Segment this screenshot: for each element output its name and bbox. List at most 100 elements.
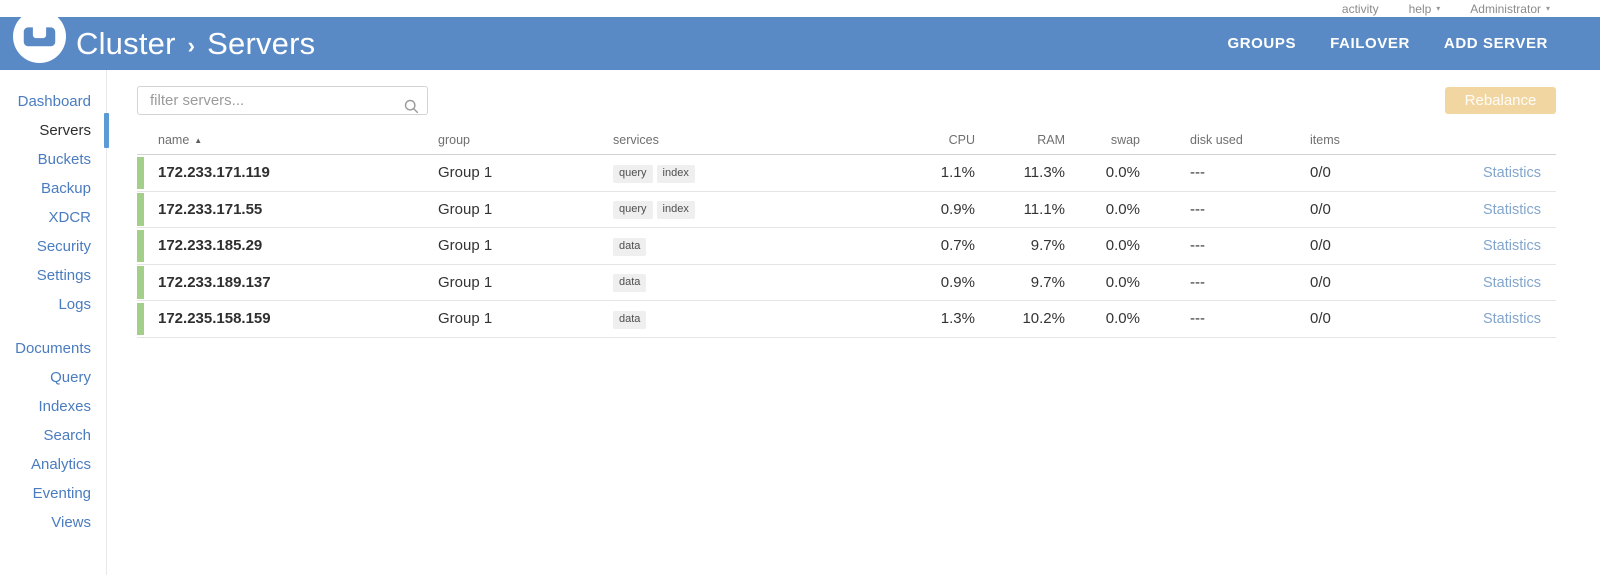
column-header-name[interactable]: name ▲ bbox=[158, 133, 438, 147]
server-swap: 0.0% bbox=[1105, 237, 1140, 255]
column-header-group[interactable]: group bbox=[438, 132, 470, 147]
server-stats-cell: Statistics bbox=[1330, 310, 1556, 327]
statistics-link[interactable]: Statistics bbox=[1482, 238, 1541, 255]
sidebar-item-security[interactable]: Security bbox=[36, 238, 91, 255]
healthy-status-icon bbox=[137, 266, 144, 299]
chevron-down-icon: ▾ bbox=[1436, 3, 1441, 13]
breadcrumb-current: Servers bbox=[207, 25, 316, 61]
server-ram: 11.1% bbox=[1023, 200, 1065, 218]
server-cpu: 0.9% bbox=[940, 273, 975, 291]
server-cpu: 1.1% bbox=[940, 164, 975, 182]
filter-field-wrap bbox=[137, 86, 428, 115]
column-header-swap[interactable]: swap bbox=[1110, 132, 1140, 147]
server-items: 0/0 bbox=[1310, 273, 1331, 291]
column-header-ram[interactable]: RAM bbox=[1037, 132, 1065, 147]
sidebar: Dashboard Servers Buckets Backup XDCR Se… bbox=[0, 70, 109, 575]
sidebar-item-dashboard[interactable]: Dashboard bbox=[17, 93, 91, 110]
server-disk-used: --- bbox=[1190, 310, 1205, 328]
server-name: 172.233.189.137 bbox=[158, 273, 271, 291]
activity-label: activity bbox=[1341, 1, 1379, 16]
top-utility-bar: activity help ▾ Administrator ▾ bbox=[0, 0, 1600, 17]
service-tag: query bbox=[613, 164, 653, 183]
active-indicator bbox=[104, 113, 109, 148]
server-cpu: 0.9% bbox=[940, 200, 975, 218]
column-header-services[interactable]: services bbox=[613, 132, 659, 147]
sidebar-item-eventing[interactable]: Eventing bbox=[32, 485, 91, 502]
server-stats-cell: Statistics bbox=[1330, 274, 1556, 291]
filter-servers-input[interactable] bbox=[137, 86, 428, 115]
sidebar-item-views[interactable]: Views bbox=[51, 514, 91, 531]
user-label: Administrator bbox=[1470, 1, 1541, 16]
server-toolbar: Rebalance bbox=[137, 86, 1556, 115]
server-ram: 9.7% bbox=[1030, 237, 1065, 255]
statistics-link[interactable]: Statistics bbox=[1482, 165, 1541, 182]
groups-button[interactable]: GROUPS bbox=[1227, 35, 1297, 52]
column-header-cpu[interactable]: CPU bbox=[948, 132, 975, 147]
sidebar-item-settings[interactable]: Settings bbox=[36, 267, 91, 284]
service-tag: data bbox=[613, 274, 647, 293]
sidebar-item-backup[interactable]: Backup bbox=[40, 180, 91, 197]
healthy-status-icon bbox=[137, 193, 144, 226]
server-group: Group 1 bbox=[438, 237, 493, 255]
sidebar-item-xdcr[interactable]: XDCR bbox=[48, 209, 91, 226]
server-stats-cell: Statistics bbox=[1330, 164, 1556, 181]
statistics-link[interactable]: Statistics bbox=[1482, 274, 1541, 291]
header-actions: GROUPS FAILOVER ADD SERVER bbox=[1227, 35, 1548, 52]
column-header-items[interactable]: items bbox=[1310, 132, 1340, 147]
server-group: Group 1 bbox=[438, 310, 493, 328]
server-disk-used: --- bbox=[1190, 237, 1205, 255]
column-header-disk-used[interactable]: disk used bbox=[1190, 132, 1243, 147]
server-name: 172.233.171.55 bbox=[158, 200, 263, 218]
server-items: 0/0 bbox=[1310, 164, 1331, 182]
server-name: 172.235.158.159 bbox=[158, 310, 271, 328]
help-label: help bbox=[1408, 1, 1432, 16]
activity-link[interactable]: activity bbox=[1342, 2, 1379, 16]
row-status-cell bbox=[137, 301, 158, 337]
user-menu[interactable]: Administrator ▾ bbox=[1470, 2, 1550, 16]
statistics-link[interactable]: Statistics bbox=[1482, 311, 1541, 328]
server-ram: 9.7% bbox=[1030, 273, 1065, 291]
server-services: data bbox=[613, 236, 888, 256]
server-group: Group 1 bbox=[438, 164, 493, 182]
server-name: 172.233.185.29 bbox=[158, 237, 263, 255]
service-tag: data bbox=[613, 310, 647, 329]
server-disk-used: --- bbox=[1190, 164, 1205, 182]
search-icon bbox=[404, 99, 419, 114]
server-name: 172.233.171.119 bbox=[158, 164, 270, 182]
server-stats-cell: Statistics bbox=[1330, 237, 1556, 254]
sidebar-item-label: Servers bbox=[39, 122, 91, 139]
server-items: 0/0 bbox=[1310, 237, 1331, 255]
sidebar-item-servers[interactable]: Servers bbox=[0, 113, 109, 148]
server-table-body: 172.233.171.119 Group 1 query index 1.1% … bbox=[137, 155, 1556, 338]
server-swap: 0.0% bbox=[1105, 200, 1140, 218]
statistics-link[interactable]: Statistics bbox=[1482, 201, 1541, 218]
breadcrumb-root[interactable]: Cluster bbox=[76, 25, 176, 61]
server-cpu: 0.7% bbox=[940, 237, 975, 255]
service-tag: query bbox=[613, 201, 653, 220]
service-tag: data bbox=[613, 237, 647, 256]
failover-button[interactable]: FAILOVER bbox=[1330, 35, 1410, 52]
sidebar-item-indexes[interactable]: Indexes bbox=[38, 398, 91, 415]
sidebar-item-logs[interactable]: Logs bbox=[58, 296, 91, 313]
server-swap: 0.0% bbox=[1105, 273, 1140, 291]
sidebar-item-search[interactable]: Search bbox=[43, 427, 91, 444]
add-server-button[interactable]: ADD SERVER bbox=[1443, 35, 1548, 52]
server-group: Group 1 bbox=[438, 200, 493, 218]
server-services: data bbox=[613, 309, 888, 329]
server-row: 172.233.189.137 Group 1 data 0.9% 9.7% 0… bbox=[137, 265, 1556, 301]
server-stats-cell: Statistics bbox=[1330, 201, 1556, 218]
chevron-down-icon: ▾ bbox=[1545, 3, 1550, 13]
sidebar-item-query[interactable]: Query bbox=[50, 369, 91, 386]
server-row: 172.235.158.159 Group 1 data 1.3% 10.2% … bbox=[137, 301, 1556, 338]
help-menu[interactable]: help ▾ bbox=[1409, 2, 1441, 16]
main-content: Rebalance name ▲ group services CPU RAM s… bbox=[107, 70, 1600, 575]
server-table-header: name ▲ group services CPU RAM swap disk u… bbox=[137, 125, 1556, 155]
sidebar-item-documents[interactable]: Documents bbox=[15, 340, 91, 357]
app-header: Cluster › Servers GROUPS FAILOVER ADD SE… bbox=[0, 10, 1600, 70]
sidebar-item-analytics[interactable]: Analytics bbox=[30, 456, 91, 473]
rebalance-button[interactable]: Rebalance bbox=[1445, 87, 1556, 114]
server-items: 0/0 bbox=[1310, 310, 1331, 328]
sidebar-item-buckets[interactable]: Buckets bbox=[37, 151, 91, 168]
row-status-cell bbox=[137, 192, 158, 228]
server-row: 172.233.171.55 Group 1 query index 0.9% 1… bbox=[137, 192, 1556, 228]
